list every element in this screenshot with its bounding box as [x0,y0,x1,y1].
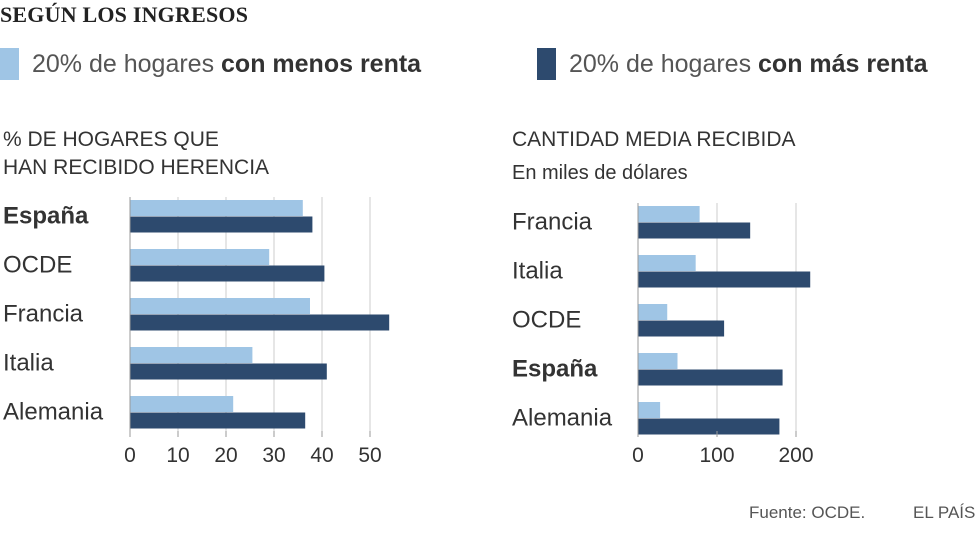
source-note: Fuente: OCDE. [749,503,866,522]
legend-label-low-income-bold: con menos renta [221,49,422,78]
chart1-title-line-2: HAN RECIBIDO HERENCIA [3,156,269,179]
chart2-bar-low-3 [638,304,668,320]
chart1-category-label-4: Italia [3,350,54,377]
chart1-tick-label-50: 50 [358,444,381,467]
chart2-bar-high-4 [638,369,783,386]
chart1-bar-high-4 [130,363,327,380]
chart1-tick-label-20: 20 [214,444,237,467]
chart1-category-label-5: Alemania [3,399,104,426]
legend-swatch-high-income [537,48,556,80]
chart2-category-label-5: Alemania [512,405,613,432]
chart1-category-label-3: Francia [3,301,84,328]
chart1-bar-low-1 [130,200,303,216]
chart2-bar-high-5 [638,418,780,435]
chart2-tick-label-200: 200 [778,444,813,467]
chart2-bar-high-3 [638,320,725,337]
chart2-bar-low-5 [638,402,661,418]
legend-swatch-low-income [0,48,19,80]
chart1-bar-low-2 [130,249,270,265]
chart1-tick-label-0: 0 [124,444,136,467]
chart2-bar-low-4 [638,353,678,369]
chart2-bar-high-2 [638,271,811,288]
legend-label-low-income-prefix: 20% de hogares [32,49,222,78]
legend-label-high-income-prefix: 20% de hogares [569,49,759,78]
chart2-title-line-1: CANTIDAD MEDIA RECIBIDA [512,128,796,151]
chart1-bar-low-3 [130,298,310,314]
chart1-bar-high-3 [130,314,390,331]
chart1-bar-low-4 [130,347,253,363]
chart2-bar-low-1 [638,206,700,222]
chart2-bar-high-1 [638,222,751,239]
chart2-category-label-3: OCDE [512,307,581,334]
page-title: SEGÚN LOS INGRESOS [0,2,249,27]
chart1-bar-high-5 [130,412,306,429]
chart1-bar-low-5 [130,396,234,412]
chart1-tick-label-30: 30 [262,444,285,467]
chart1-category-label-1: España [3,203,89,230]
brand-label: EL PAÍS [913,503,976,522]
chart2-category-label-4: España [512,356,598,383]
chart2-bar-low-2 [638,255,696,271]
chart1-bar-high-2 [130,265,325,282]
chart1-tick-label-40: 40 [310,444,333,467]
chart1-category-label-2: OCDE [3,252,72,279]
chart2-subtitle: En miles de dólares [512,162,688,184]
legend-item-low-income: 20% de hogares con menos renta [0,48,421,80]
chart2-category-label-1: Francia [512,209,593,236]
chart1-bar-high-1 [130,216,313,233]
legend-label-high-income-bold: con más renta [758,49,928,78]
chart2-tick-label-100: 100 [699,444,734,467]
chart1-title-line-1: % DE HOGARES QUE [3,128,219,151]
chart2-category-label-2: Italia [512,258,563,285]
legend-item-high-income: 20% de hogares con más renta [537,48,928,80]
chart1-tick-label-10: 10 [166,444,189,467]
chart2-tick-label-0: 0 [632,444,644,467]
